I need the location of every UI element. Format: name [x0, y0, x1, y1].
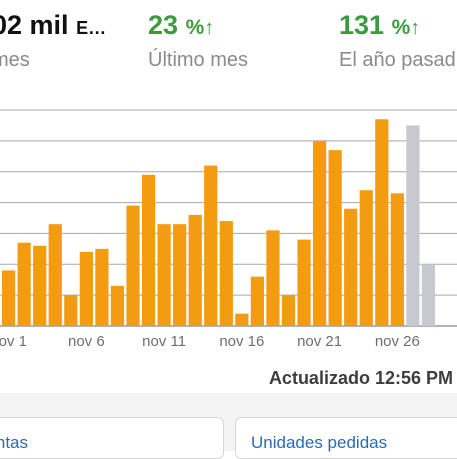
kpi-last-year-label: El año pasad	[339, 49, 456, 71]
tab-sales[interactable]: ntas	[0, 417, 224, 459]
x-tick-label: nov 21	[297, 333, 342, 350]
bar[interactable]	[126, 205, 140, 326]
x-tick-label: nov 1	[0, 333, 27, 350]
kpi-sales-currency: E…	[76, 18, 107, 38]
bar[interactable]	[219, 221, 233, 326]
bar[interactable]	[79, 251, 93, 326]
daily-sales-chart: nov 1 nov 6 nov 11 nov 16 nov 21 nov 26	[0, 109, 457, 350]
bar[interactable]	[328, 150, 342, 326]
x-tick-label: nov 26	[375, 333, 420, 350]
bar[interactable]	[33, 245, 47, 326]
bar[interactable]	[266, 230, 280, 326]
kpi-last-month-label: Último mes	[148, 49, 249, 71]
arrow-up-icon: ↑	[410, 17, 421, 39]
kpi-sales: 02 mil E… mes	[0, 8, 106, 73]
bar[interactable]	[110, 285, 125, 326]
x-tick-label: nov 11	[142, 333, 186, 350]
bar[interactable]	[250, 276, 264, 326]
bar[interactable]	[297, 239, 311, 326]
last-updated-text: Actualizado 12:56 PM	[268, 368, 453, 388]
tab-sales-label: ntas	[0, 433, 28, 452]
kpi-sales-label: mes	[0, 49, 30, 71]
bar[interactable]	[313, 140, 327, 326]
bar[interactable]	[157, 224, 171, 326]
kpi-sales-value: 02 mil	[0, 10, 69, 40]
bar[interactable]	[281, 295, 296, 326]
kpi-last-month-value: 23	[148, 10, 179, 40]
bar[interactable]	[17, 242, 31, 326]
bar[interactable]	[188, 214, 202, 326]
bar[interactable]	[390, 193, 404, 326]
bar[interactable]	[173, 224, 187, 326]
bar[interactable]	[344, 208, 358, 326]
x-tick-label: nov 16	[219, 333, 264, 350]
kpi-last-year: 131 %↑ El año pasad	[339, 8, 456, 73]
arrow-up-icon: ↑	[204, 17, 215, 39]
kpi-last-year-unit: %	[391, 16, 411, 39]
kpi-last-year-value: 131	[339, 10, 385, 40]
bar[interactable]	[359, 190, 373, 326]
bar[interactable]	[95, 248, 109, 326]
bar[interactable]	[141, 174, 156, 326]
x-tick-label: nov 6	[68, 333, 105, 350]
kpi-last-month-unit: %	[185, 16, 205, 39]
tab-units-ordered-label: Unidades pedidas	[251, 433, 388, 452]
bar-projected[interactable]	[406, 125, 420, 326]
bar[interactable]	[48, 224, 62, 326]
kpi-last-month: 23 %↑ Último mes	[148, 8, 248, 73]
bar[interactable]	[375, 119, 389, 326]
bar[interactable]	[235, 313, 249, 326]
bar-projected[interactable]	[421, 264, 436, 326]
bar[interactable]	[204, 165, 218, 326]
tab-units-ordered[interactable]: Unidades pedidas	[235, 417, 457, 459]
bar[interactable]	[64, 295, 78, 326]
bar[interactable]	[2, 270, 16, 326]
